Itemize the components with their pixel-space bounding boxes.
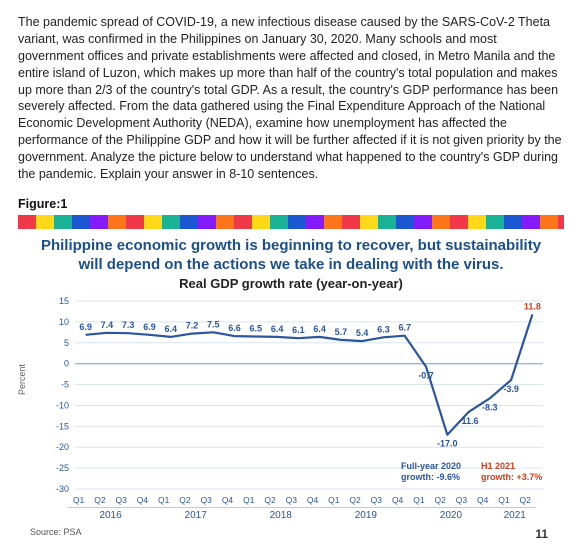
page-number: 11: [535, 527, 548, 541]
quarter-label: Q4: [387, 495, 408, 505]
quarter-label: Q2: [344, 495, 365, 505]
svg-text:5: 5: [64, 338, 69, 348]
annot-2020-label: Full-year 2020: [401, 461, 461, 471]
svg-text:-10: -10: [56, 401, 69, 411]
year-label: 2020: [408, 507, 493, 521]
svg-text:11.8: 11.8: [524, 302, 541, 312]
svg-text:6.3: 6.3: [377, 325, 390, 335]
svg-text:-30: -30: [56, 484, 69, 494]
quarter-label: Q2: [259, 495, 280, 505]
figure-label: Figure:1: [18, 197, 564, 211]
svg-text:15: 15: [59, 296, 69, 306]
svg-text:6.5: 6.5: [250, 324, 263, 334]
quarter-label: Q1: [153, 495, 174, 505]
quarter-label: Q4: [132, 495, 153, 505]
svg-text:-25: -25: [56, 463, 69, 473]
quarter-label: Q4: [302, 495, 323, 505]
quarter-label: Q2: [89, 495, 110, 505]
svg-text:6.9: 6.9: [79, 322, 92, 332]
figure-subtitle: Real GDP growth rate (year-on-year): [24, 276, 558, 291]
quarter-label: Q3: [366, 495, 387, 505]
svg-text:6.4: 6.4: [271, 324, 284, 334]
svg-text:6.6: 6.6: [228, 323, 241, 333]
svg-text:6.9: 6.9: [143, 322, 156, 332]
year-label: 2016: [68, 507, 153, 521]
svg-text:-5: -5: [61, 380, 69, 390]
figure-title: Philippine economic growth is beginning …: [30, 237, 552, 275]
svg-text:7.2: 7.2: [186, 321, 199, 331]
year-label: 2021: [493, 507, 536, 521]
svg-text:7.4: 7.4: [101, 320, 114, 330]
chart-area: Percent -30-25-20-15-10-50510156.97.47.3…: [31, 295, 551, 495]
quarter-label: Q1: [238, 495, 259, 505]
quarter-label: Q4: [472, 495, 493, 505]
quarter-label: Q4: [217, 495, 238, 505]
annot-2020-growth: growth: -9.6%: [401, 472, 460, 482]
quarter-label: Q1: [323, 495, 344, 505]
quarter-label: Q3: [111, 495, 132, 505]
quarter-label: Q3: [281, 495, 302, 505]
year-label: 2019: [323, 507, 408, 521]
y-axis-label: Percent: [17, 364, 27, 395]
svg-text:-11.6: -11.6: [459, 416, 479, 426]
svg-text:-8.3: -8.3: [482, 403, 498, 413]
year-label: 2018: [238, 507, 323, 521]
svg-text:5.4: 5.4: [356, 328, 369, 338]
x-axis-quarters: Q1Q2Q3Q4Q1Q2Q3Q4Q1Q2Q3Q4Q1Q2Q3Q4Q1Q2Q3Q4…: [68, 495, 536, 505]
quarter-label: Q2: [174, 495, 195, 505]
source-label: Source: PSA: [30, 527, 82, 541]
question-paragraph: The pandemic spread of COVID-19, a new i…: [18, 14, 564, 183]
annot-2021-growth: growth: +3.7%: [481, 472, 542, 482]
svg-text:7.3: 7.3: [122, 320, 135, 330]
svg-text:6.7: 6.7: [398, 323, 411, 333]
line-chart: -30 -25 -20 -15 -10 -5 0 5 10 15 6.9 7.4 7.3 6.9 6.4 7.…: [31, 295, 551, 495]
annot-2021-label: H1 2021: [481, 461, 515, 471]
quarter-label: Q3: [196, 495, 217, 505]
quarter-label: Q1: [68, 495, 89, 505]
quarter-label: Q1: [408, 495, 429, 505]
svg-text:-0.7: -0.7: [418, 371, 434, 381]
quarter-label: Q2: [430, 495, 451, 505]
x-axis-years: 201620172018201920202021: [68, 507, 536, 521]
svg-text:6.1: 6.1: [292, 325, 305, 335]
svg-text:7.5: 7.5: [207, 320, 220, 330]
gdp-figure: Philippine economic growth is beginning …: [24, 237, 558, 542]
svg-text:-20: -20: [56, 442, 69, 452]
svg-text:-15: -15: [56, 422, 69, 432]
svg-text:-17.0: -17.0: [437, 439, 458, 449]
quarter-label: Q2: [515, 495, 536, 505]
svg-text:6.4: 6.4: [164, 324, 177, 334]
year-label: 2017: [153, 507, 238, 521]
svg-text:0: 0: [64, 359, 69, 369]
quarter-label: Q1: [493, 495, 514, 505]
svg-text:10: 10: [59, 317, 69, 327]
svg-text:-3.9: -3.9: [503, 384, 519, 394]
decorative-bar: [18, 215, 564, 229]
svg-text:5.7: 5.7: [335, 327, 348, 337]
svg-text:6.4: 6.4: [313, 324, 326, 334]
quarter-label: Q3: [451, 495, 472, 505]
